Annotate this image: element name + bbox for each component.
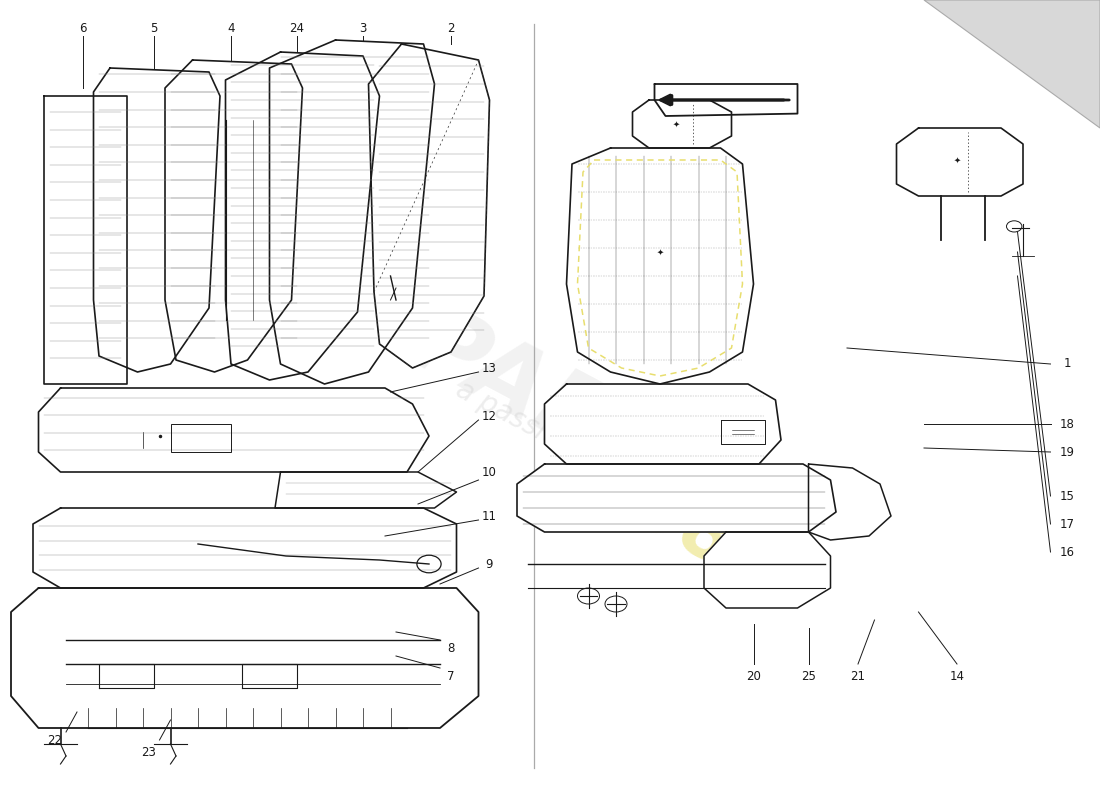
Text: ✦: ✦	[673, 119, 680, 129]
Text: 21: 21	[850, 670, 866, 682]
Text: 12: 12	[482, 410, 497, 422]
Text: 25: 25	[801, 670, 816, 682]
Polygon shape	[808, 464, 891, 540]
Polygon shape	[517, 464, 836, 532]
Text: 9: 9	[486, 558, 493, 570]
Text: 17: 17	[1059, 518, 1075, 530]
Polygon shape	[165, 60, 302, 372]
Text: ✦: ✦	[954, 155, 960, 165]
Polygon shape	[33, 508, 456, 588]
Polygon shape	[368, 44, 490, 368]
Text: 18: 18	[1059, 418, 1075, 430]
Text: 13: 13	[482, 362, 497, 374]
Text: 1: 1	[1064, 358, 1070, 370]
Text: 4: 4	[228, 22, 234, 34]
Text: 5: 5	[151, 22, 157, 34]
Polygon shape	[11, 588, 478, 728]
Text: 20: 20	[746, 670, 761, 682]
Polygon shape	[924, 0, 1100, 128]
Text: 10: 10	[482, 466, 497, 478]
Polygon shape	[94, 68, 220, 372]
Text: 14: 14	[949, 670, 965, 682]
Text: 8: 8	[448, 642, 454, 654]
Polygon shape	[544, 384, 781, 464]
Text: 7: 7	[448, 670, 454, 682]
Text: 22: 22	[47, 734, 63, 746]
Bar	[170, 424, 231, 452]
Text: 15: 15	[1059, 490, 1075, 502]
Polygon shape	[226, 52, 380, 380]
Polygon shape	[720, 420, 764, 444]
Text: 24: 24	[289, 22, 305, 34]
Text: 1985: 1985	[571, 446, 793, 610]
Text: 11: 11	[482, 510, 497, 522]
Polygon shape	[896, 128, 1023, 196]
Polygon shape	[39, 388, 429, 472]
Polygon shape	[44, 96, 127, 384]
Text: 6: 6	[79, 22, 86, 34]
Polygon shape	[654, 84, 798, 116]
Text: DESPAR: DESPAR	[207, 194, 629, 478]
Text: 19: 19	[1059, 446, 1075, 458]
Text: a passion for parts: a passion for parts	[451, 375, 693, 521]
Text: 2: 2	[448, 22, 454, 34]
Text: 23: 23	[141, 746, 156, 758]
Polygon shape	[275, 472, 456, 508]
Text: ✦: ✦	[657, 247, 663, 257]
Polygon shape	[704, 532, 830, 608]
Text: 3: 3	[360, 22, 366, 34]
Polygon shape	[566, 148, 754, 384]
Text: 16: 16	[1059, 546, 1075, 558]
Polygon shape	[632, 100, 732, 148]
Polygon shape	[270, 40, 434, 384]
